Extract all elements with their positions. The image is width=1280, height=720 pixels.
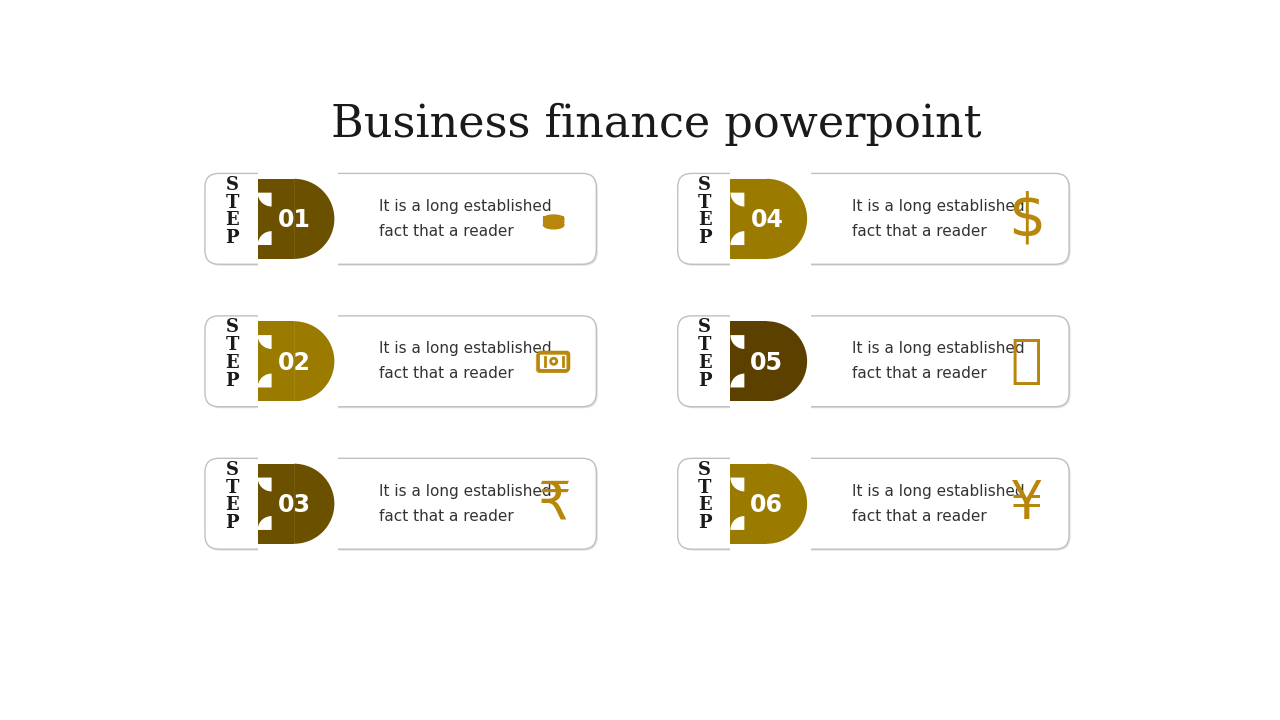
Text: S: S xyxy=(225,318,238,336)
Text: ¥: ¥ xyxy=(1010,478,1043,530)
Text: P: P xyxy=(698,372,712,390)
Wedge shape xyxy=(294,464,334,544)
FancyBboxPatch shape xyxy=(205,316,596,407)
FancyBboxPatch shape xyxy=(680,318,1070,408)
Bar xyxy=(257,454,338,460)
Bar xyxy=(731,259,812,268)
Text: 05: 05 xyxy=(750,351,783,375)
FancyBboxPatch shape xyxy=(206,175,598,266)
Ellipse shape xyxy=(544,218,564,226)
Wedge shape xyxy=(294,179,334,259)
Bar xyxy=(257,464,294,544)
Bar xyxy=(257,544,338,553)
Text: T: T xyxy=(225,336,239,354)
Text: 02: 02 xyxy=(278,351,311,375)
FancyBboxPatch shape xyxy=(205,174,596,264)
Text: It is a long established
fact that a reader: It is a long established fact that a rea… xyxy=(379,484,552,523)
FancyBboxPatch shape xyxy=(677,316,1069,407)
Wedge shape xyxy=(257,335,271,349)
Text: E: E xyxy=(225,354,239,372)
Text: E: E xyxy=(225,496,239,514)
Text: It is a long established
fact that a reader: It is a long established fact that a rea… xyxy=(379,341,552,381)
Ellipse shape xyxy=(544,221,564,229)
Text: P: P xyxy=(698,229,712,247)
Wedge shape xyxy=(257,374,271,387)
Text: P: P xyxy=(225,372,239,390)
Text: E: E xyxy=(225,212,239,230)
Text: $: $ xyxy=(1007,190,1044,248)
Wedge shape xyxy=(731,374,745,387)
Text: 06: 06 xyxy=(750,493,783,517)
Text: T: T xyxy=(225,194,239,212)
FancyBboxPatch shape xyxy=(680,175,1070,266)
Text: 04: 04 xyxy=(750,208,783,233)
Bar xyxy=(731,544,812,553)
Text: It is a long established
fact that a reader: It is a long established fact that a rea… xyxy=(852,199,1025,238)
Wedge shape xyxy=(294,321,334,401)
Wedge shape xyxy=(767,464,808,544)
Text: E: E xyxy=(698,496,712,514)
Text: T: T xyxy=(698,194,712,212)
Text: Business finance powerpoint: Business finance powerpoint xyxy=(330,103,982,146)
Bar xyxy=(731,179,767,259)
Text: S: S xyxy=(225,176,238,194)
Wedge shape xyxy=(257,516,271,530)
Text: 01: 01 xyxy=(278,208,311,233)
Bar xyxy=(731,464,767,544)
Wedge shape xyxy=(767,321,808,401)
Text: S: S xyxy=(225,461,238,479)
Bar xyxy=(731,321,767,401)
Wedge shape xyxy=(731,193,745,207)
FancyBboxPatch shape xyxy=(680,460,1070,551)
FancyBboxPatch shape xyxy=(206,318,598,408)
Wedge shape xyxy=(257,193,271,207)
Text: 03: 03 xyxy=(278,493,311,517)
Bar xyxy=(257,259,338,268)
Bar xyxy=(257,179,294,259)
Wedge shape xyxy=(731,516,745,530)
FancyBboxPatch shape xyxy=(544,219,564,225)
Bar xyxy=(731,169,812,175)
Bar xyxy=(731,401,812,410)
Wedge shape xyxy=(257,477,271,492)
Text: S: S xyxy=(699,318,712,336)
Text: ₿: ₿ xyxy=(1011,336,1042,387)
Bar xyxy=(731,312,812,318)
Text: E: E xyxy=(698,212,712,230)
Bar xyxy=(257,169,338,175)
Text: T: T xyxy=(698,336,712,354)
Text: It is a long established
fact that a reader: It is a long established fact that a rea… xyxy=(852,484,1025,523)
Text: It is a long established
fact that a reader: It is a long established fact that a rea… xyxy=(852,341,1025,381)
Bar xyxy=(731,454,812,460)
Text: T: T xyxy=(225,479,239,497)
Wedge shape xyxy=(767,179,808,259)
Ellipse shape xyxy=(544,215,564,222)
FancyBboxPatch shape xyxy=(206,460,598,551)
FancyBboxPatch shape xyxy=(677,174,1069,264)
Text: E: E xyxy=(698,354,712,372)
Wedge shape xyxy=(257,231,271,245)
FancyBboxPatch shape xyxy=(544,216,564,222)
Text: It is a long established
fact that a reader: It is a long established fact that a rea… xyxy=(379,199,552,238)
Bar xyxy=(257,321,294,401)
Text: S: S xyxy=(699,461,712,479)
Bar xyxy=(257,401,338,410)
FancyBboxPatch shape xyxy=(677,459,1069,549)
Wedge shape xyxy=(731,231,745,245)
Text: P: P xyxy=(225,229,239,247)
FancyBboxPatch shape xyxy=(205,459,596,549)
Wedge shape xyxy=(731,335,745,349)
Text: P: P xyxy=(225,514,239,532)
Text: S: S xyxy=(699,176,712,194)
Text: P: P xyxy=(698,514,712,532)
Text: T: T xyxy=(698,479,712,497)
Bar xyxy=(257,312,338,318)
Wedge shape xyxy=(731,477,745,492)
Text: ₹: ₹ xyxy=(536,478,571,530)
